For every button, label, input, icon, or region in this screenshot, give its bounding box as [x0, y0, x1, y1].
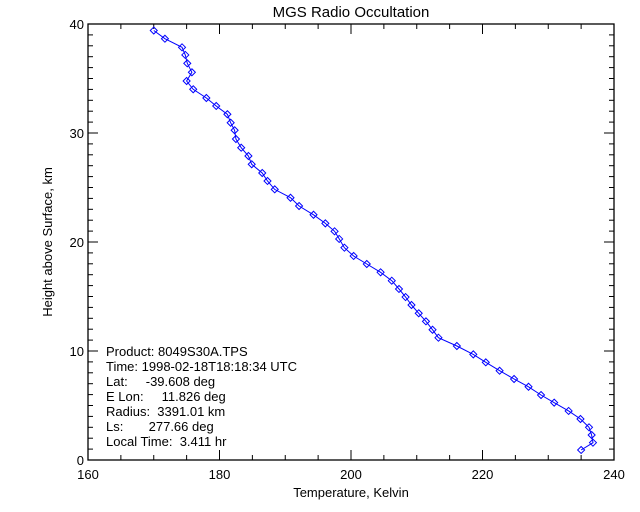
- x-tick-label: 160: [77, 467, 99, 482]
- data-point: [258, 168, 267, 178]
- x-tick-label: 220: [472, 467, 494, 482]
- tick-labels: 160 180 200 220 240 0 10 20 30 40: [70, 17, 625, 482]
- data-point: [334, 234, 344, 244]
- data-point: [177, 43, 187, 52]
- data-point: [536, 390, 546, 400]
- data-point: [294, 201, 304, 211]
- data-point: [387, 276, 396, 285]
- data-point: [414, 309, 423, 318]
- x-tick-label: 200: [340, 467, 362, 482]
- axis-ticks: [87, 23, 615, 461]
- data-point: [401, 292, 410, 302]
- info-line: Product: 8049S30A.TPS: [106, 344, 248, 359]
- data-point: [576, 414, 585, 424]
- data-point: [182, 76, 191, 86]
- y-tick-label: 40: [70, 17, 84, 32]
- data-point: [349, 251, 358, 261]
- data-point: [230, 126, 239, 135]
- y-tick-label: 10: [70, 344, 84, 359]
- y-tick-label: 0: [77, 453, 84, 468]
- data-point: [309, 210, 318, 219]
- y-tick-label: 20: [70, 235, 84, 250]
- data-point: [330, 227, 339, 236]
- data-point: [160, 34, 170, 43]
- info-line: Ls: 277.66 deg: [106, 419, 214, 434]
- data-point: [188, 85, 198, 94]
- data-point: [244, 151, 253, 161]
- data-point: [181, 50, 190, 60]
- data-point: [149, 26, 158, 35]
- data-point: [223, 110, 232, 119]
- data-point: [321, 219, 330, 228]
- data-point: [452, 341, 462, 351]
- info-line: Lat: -39.608 deg: [106, 374, 215, 389]
- data-point: [394, 284, 404, 294]
- y-axis-label: Height above Surface, km: [40, 167, 55, 317]
- y-tick-label: 30: [70, 126, 84, 141]
- data-point: [362, 259, 371, 269]
- data-point: [428, 325, 437, 334]
- data-point: [564, 406, 573, 416]
- data-point: [549, 398, 559, 407]
- data-point: [407, 300, 416, 310]
- data-point: [576, 445, 586, 455]
- data-point: [434, 333, 443, 342]
- info-line: Time: 1998-02-18T18:18:34 UTC: [106, 359, 297, 374]
- data-point: [587, 430, 596, 440]
- data-point: [226, 118, 235, 127]
- x-tick-label: 240: [603, 467, 625, 482]
- data-point: [524, 382, 533, 391]
- data-point: [376, 268, 385, 277]
- data-point: [588, 438, 598, 447]
- x-tick-label: 180: [209, 467, 231, 482]
- data-point: [340, 243, 349, 252]
- series-temperature-profile: [149, 26, 598, 455]
- data-point: [236, 143, 246, 152]
- data-point: [469, 350, 478, 359]
- x-axis-label: Temperature, Kelvin: [293, 485, 409, 500]
- data-point: [481, 358, 490, 367]
- data-point: [247, 160, 256, 169]
- data-point: [231, 134, 241, 144]
- chart-title: MGS Radio Occultation: [273, 4, 430, 21]
- data-point: [286, 193, 295, 202]
- data-point: [263, 176, 272, 186]
- data-point: [270, 185, 279, 194]
- data-point: [509, 374, 519, 384]
- info-line: Radius: 3391.01 km: [106, 404, 225, 419]
- data-point: [495, 366, 504, 375]
- series-line: [153, 30, 594, 451]
- info-line: Local Time: 3.411 hr: [106, 434, 227, 449]
- data-point: [584, 423, 594, 432]
- data-point: [421, 317, 431, 326]
- data-point: [187, 68, 197, 77]
- info-line: E Lon: 11.826 deg: [106, 389, 226, 404]
- data-point: [183, 59, 192, 68]
- data-point: [202, 93, 211, 103]
- data-point: [212, 101, 221, 111]
